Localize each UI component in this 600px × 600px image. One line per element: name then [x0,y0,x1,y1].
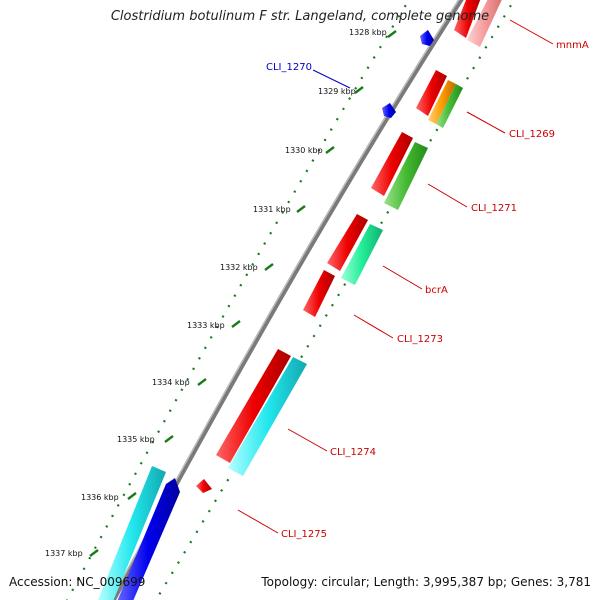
topology-text: Topology: circular; Length: 3,995,387 bp… [261,575,591,589]
gene-arrow [117,478,180,600]
kbp-label: 1337 kbp [45,549,83,558]
gene-features [98,0,481,600]
kbp-label: 1336 kbp [81,493,119,502]
kbp-label: 1328 kbp [349,28,387,37]
gene-arrow [303,270,335,317]
kbp-label: 1333 kbp [187,321,225,330]
kbp-label: 1334 kbp [152,378,190,387]
gene-label-CLI_1275[interactable]: CLI_1275 [281,529,327,540]
gene-arrow-CLI_1270 [420,30,434,46]
gene-arrow [341,224,383,285]
gene-label-CLI_1274[interactable]: CLI_1274 [330,447,376,458]
gene-label-CLI_1270[interactable]: CLI_1270 [266,62,312,73]
kbp-tick-marks [89,30,397,557]
gene-features-inner [228,0,502,476]
kbp-label: 1335 kbp [117,435,155,444]
gene-label-CLI_1269[interactable]: CLI_1269 [509,129,555,140]
inner-dotted-ring [154,0,516,600]
kbp-label: 1331 kbp [253,205,291,214]
gene-label-CLI_1273[interactable]: CLI_1273 [397,334,443,345]
gene-labels: mnmA CLI_1270 CLI_1269 CLI_1271 bcrA CLI… [266,40,589,540]
gene-arrow [216,349,291,463]
label-leader-lines [237,19,554,534]
gene-arrow [98,466,166,600]
gene-arrow [416,70,447,116]
gene-arrow [467,0,502,47]
kbp-tick-labels: 1328 kbp 1329 kbp 1330 kbp 1331 kbp 1332… [45,28,387,558]
kbp-label: 1330 kbp [285,146,323,155]
gene-arrow [382,103,396,118]
gene-arrow [384,142,428,210]
gene-arrow [428,80,456,124]
gene-label-mnmA[interactable]: mnmA [556,40,589,51]
gene-arrow [196,479,212,493]
gene-arrow [228,357,307,476]
kbp-label: 1329 kbp [318,87,356,96]
accession-text: Accession: NC_009699 [9,575,146,589]
gene-arrow [436,84,463,128]
gene-arrow-mnmA [454,0,481,38]
gene-arrow [371,132,413,196]
map-title: Clostridium botulinum F str. Langeland, … [110,9,490,24]
outer-dotted-ring [66,0,411,600]
gene-arrow [327,214,368,271]
gene-label-CLI_1271[interactable]: CLI_1271 [471,203,517,214]
gene-label-bcrA[interactable]: bcrA [425,285,448,296]
kbp-label: 1332 kbp [220,263,258,272]
